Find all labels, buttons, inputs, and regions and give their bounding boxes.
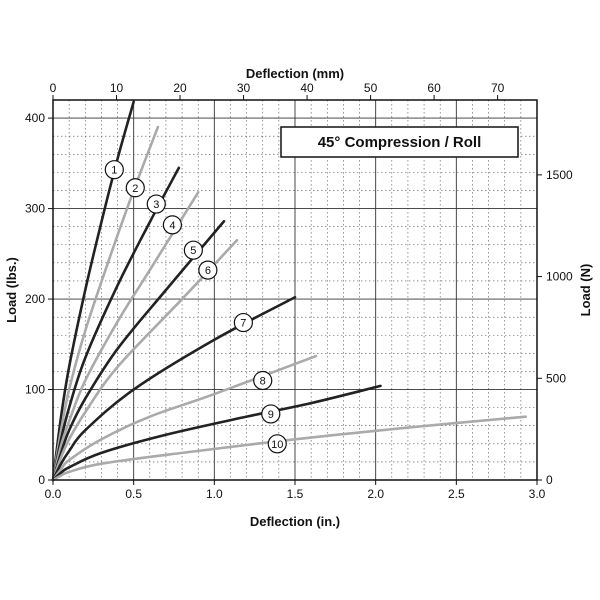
series-line-3 [51,166,181,482]
y2-tick-label: 1000 [546,270,573,284]
y2-axis-ticks: 0 500 1000 1500 [537,168,573,487]
x-tick-label: 0.5 [125,487,142,501]
curve-marker-label: 7 [240,318,246,330]
x2-tick-label: 20 [173,81,187,95]
curve-marker-5: 5 [183,240,203,260]
series-line-7 [51,295,297,482]
y-tick-label: 400 [25,111,45,125]
y2-tick-label: 1500 [546,168,573,182]
curve-marker-label: 3 [153,199,159,211]
y-tick-label: 200 [25,292,45,306]
curve-marker-circle [146,194,166,214]
curve-marker-3: 3 [146,194,166,214]
curve-marker-circle [104,160,124,180]
x-tick-label: 0.0 [45,487,62,501]
y-axis-title: Load (lbs.) [4,257,19,323]
curve-marker-1: 1 [104,160,124,180]
x-axis-ticks: 0.0 0.5 1.0 1.5 2.0 2.5 3.0 [45,480,546,501]
x2-tick-label: 10 [110,81,124,95]
series-line-8 [51,354,318,482]
y-axis-ticks: 0 100 200 300 400 [25,111,53,487]
curve-marker-circle [183,240,203,260]
x2-tick-label: 30 [237,81,251,95]
curve-marker-label: 4 [169,220,175,232]
curve-marker-circle [162,215,182,235]
curve-marker-label: 10 [271,439,283,451]
series-line-5 [51,219,226,482]
x-tick-label: 3.0 [529,487,546,501]
curve-marker-label: 9 [268,409,274,421]
curve-marker-circle [267,434,287,454]
x-tick-label: 1.0 [206,487,223,501]
curve-marker-circle [198,260,218,280]
series-layer [51,100,528,482]
x-tick-label: 2.5 [448,487,465,501]
title-box: 45° Compression / Roll [280,126,519,158]
x2-axis-ticks: 0 10 20 30 40 50 60 70 [50,81,505,100]
curve-marker-circle [261,404,281,424]
curve-marker-8: 8 [253,370,273,391]
curve-marker-10: 10 [267,434,287,454]
curve-marker-circle [233,312,253,333]
curve-marker-circle [125,178,145,198]
curve-marker-6: 6 [198,260,218,280]
curve-marker-circle [253,370,273,391]
x2-tick-label: 70 [491,81,505,95]
x2-axis-title: Deflection (mm) [246,66,344,81]
curve-marker-label: 2 [132,183,138,195]
x2-tick-label: 50 [364,81,378,95]
y2-axis-title: Load (N) [578,264,593,317]
series-line-9 [51,384,382,482]
title-box-rect [280,126,519,158]
curve-marker-7: 7 [233,312,253,333]
y2-tick-label: 0 [546,473,553,487]
chart-title: 45° Compression / Roll [318,134,482,151]
series-line-10 [51,415,528,482]
x-axis-title: Deflection (in.) [250,514,340,529]
x2-tick-label: 60 [427,81,441,95]
y-tick-label: 300 [25,202,45,216]
x-tick-label: 2.0 [367,487,384,501]
curve-marker-4: 4 [162,215,182,235]
series-line-1 [51,100,135,482]
x2-tick-label: 0 [50,81,57,95]
y2-tick-label: 500 [546,371,566,385]
series-line-6 [51,238,239,482]
curve-marker-label: 6 [205,265,211,277]
series-line-4 [51,190,200,482]
y-tick-label: 0 [38,473,45,487]
curve-marker-9: 9 [261,404,281,424]
curve-marker-label: 1 [111,165,117,177]
curve-marker-2: 2 [125,178,145,198]
x-tick-label: 1.5 [287,487,304,501]
x2-tick-label: 40 [300,81,314,95]
curve-marker-label: 8 [260,375,266,387]
series-line-2 [51,125,160,482]
y-tick-label: 100 [25,383,45,397]
curve-marker-label: 5 [190,245,196,257]
